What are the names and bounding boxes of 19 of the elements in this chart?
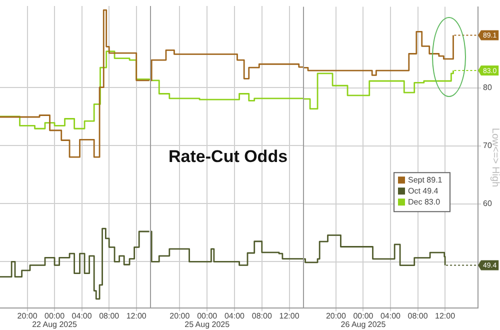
x-tick-label: 08:00 bbox=[99, 312, 120, 321]
x-tick-label: 04:00 bbox=[380, 312, 402, 321]
x-tick-label: 12:00 bbox=[435, 312, 456, 321]
x-tick-label: 04:00 bbox=[224, 312, 246, 321]
x-tick-label: 08:00 bbox=[252, 312, 272, 321]
x-tick-label: 04:00 bbox=[72, 312, 92, 321]
legend-label: Oct 49.4 bbox=[408, 186, 439, 196]
x-tick-label: 08:00 bbox=[408, 312, 428, 321]
legend-label: Dec 83.0 bbox=[408, 197, 441, 206]
y-tick-label: 80 bbox=[483, 83, 492, 92]
legend-label: Sept 89.1 bbox=[408, 175, 443, 184]
x-tick-label: 12:00 bbox=[126, 312, 147, 321]
text: Rate-Cut Odds bbox=[168, 146, 288, 166]
x-tick-label: 12:00 bbox=[279, 312, 300, 321]
y-tick-label: 60 bbox=[483, 199, 492, 208]
x-tick-label: 20:00 bbox=[17, 312, 38, 321]
y-tick-label: 70 bbox=[483, 141, 492, 150]
x-tick-label: 20:00 bbox=[326, 312, 347, 321]
x-tick-label: 20:00 bbox=[170, 312, 190, 321]
